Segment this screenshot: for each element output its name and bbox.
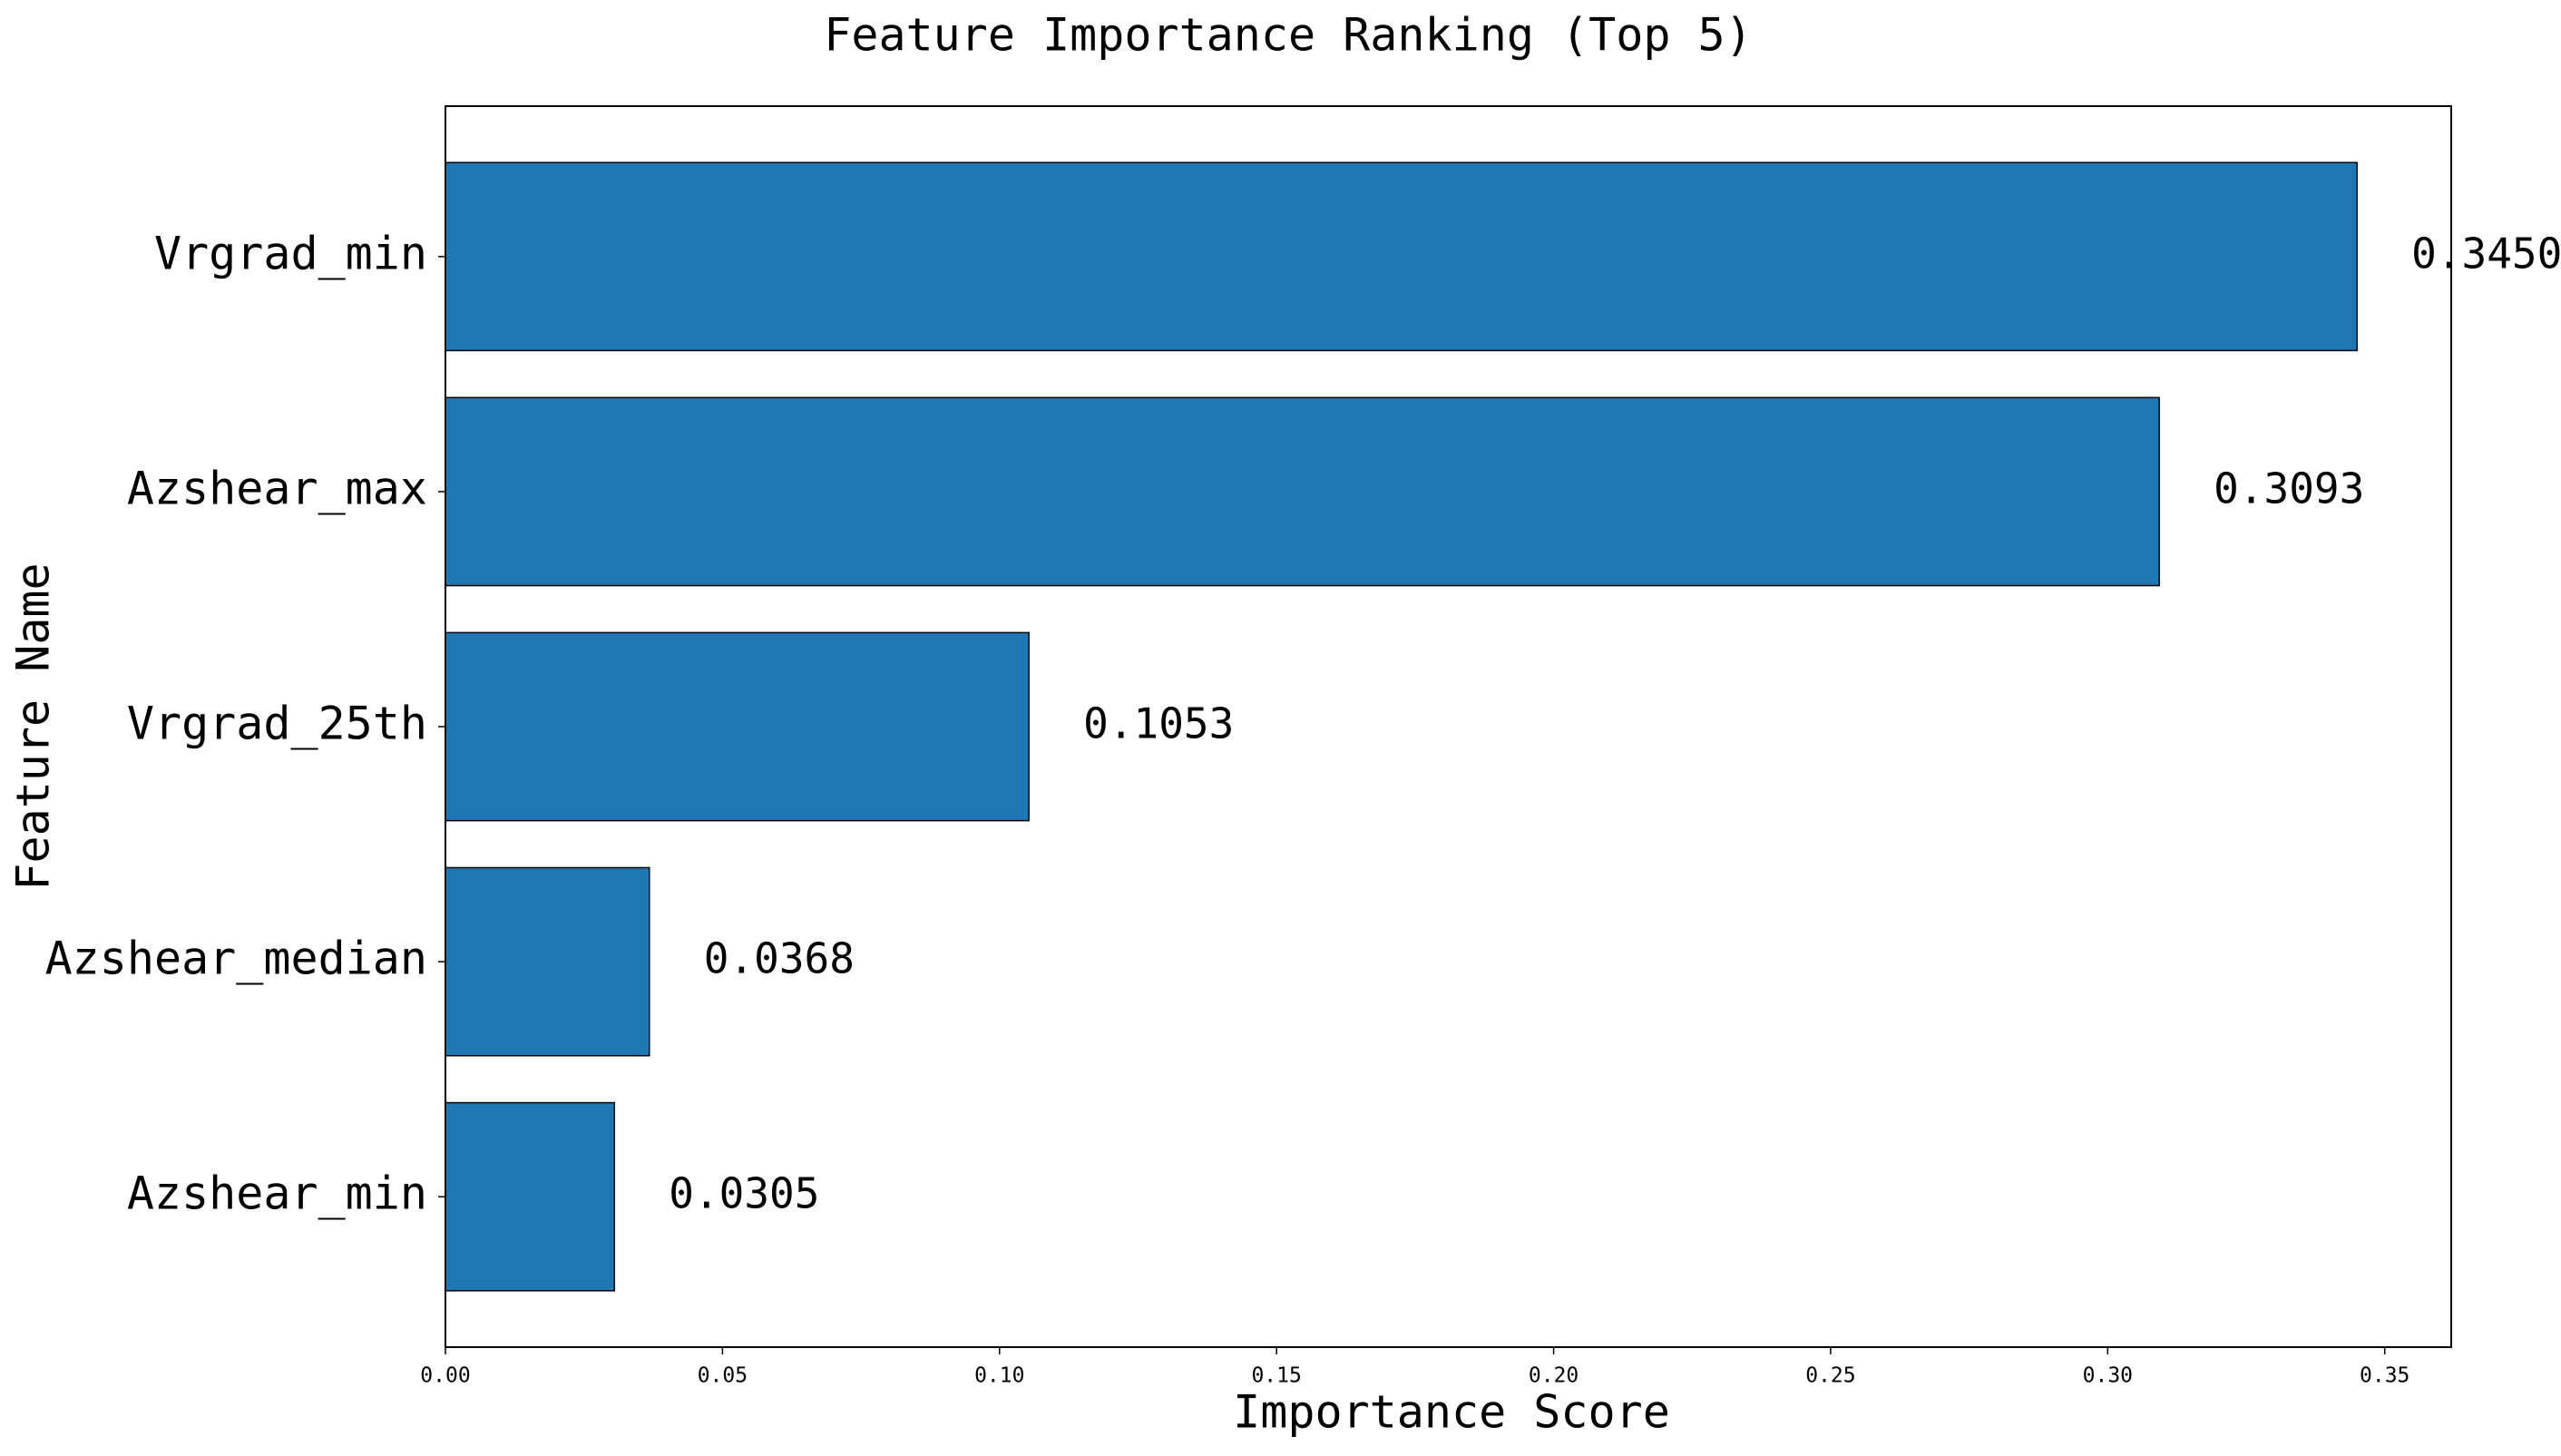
value-label: 0.3450 [2411, 229, 2561, 278]
y-tick-label: Vrgrad_25th [127, 698, 427, 750]
x-tick-label: 0.25 [1805, 1364, 1855, 1388]
value-label: 0.1053 [1083, 699, 1234, 748]
x-tick-label: 0.15 [1251, 1364, 1301, 1388]
bar [445, 1101, 616, 1292]
x-tick-label: 0.10 [974, 1364, 1024, 1388]
x-tick-label: 0.30 [2083, 1364, 2133, 1388]
x-axis-label: Importance Score [1233, 1386, 1670, 1439]
y-tick-label: Azshear_median [45, 933, 427, 985]
bar [445, 866, 650, 1057]
value-label: 0.0305 [669, 1169, 819, 1218]
bar [445, 161, 2358, 352]
x-tick-label: 0.05 [698, 1364, 748, 1388]
chart-title: Feature Importance Ranking (Top 5) [824, 9, 1753, 62]
x-tick-label: 0.00 [420, 1364, 470, 1388]
value-label: 0.0368 [704, 934, 855, 983]
y-tick-label: Azshear_min [127, 1168, 427, 1220]
y-axis-label: Feature Name [7, 562, 60, 890]
bar [445, 396, 2160, 587]
bar [445, 631, 1030, 822]
y-tick-label: Azshear_max [127, 462, 427, 514]
x-tick-label: 0.20 [1529, 1364, 1579, 1388]
value-label: 0.3093 [2214, 464, 2364, 513]
x-tick-label: 0.35 [2360, 1364, 2409, 1388]
plot-frame [445, 105, 2452, 1348]
y-tick-label: Vrgrad_min [154, 227, 427, 279]
